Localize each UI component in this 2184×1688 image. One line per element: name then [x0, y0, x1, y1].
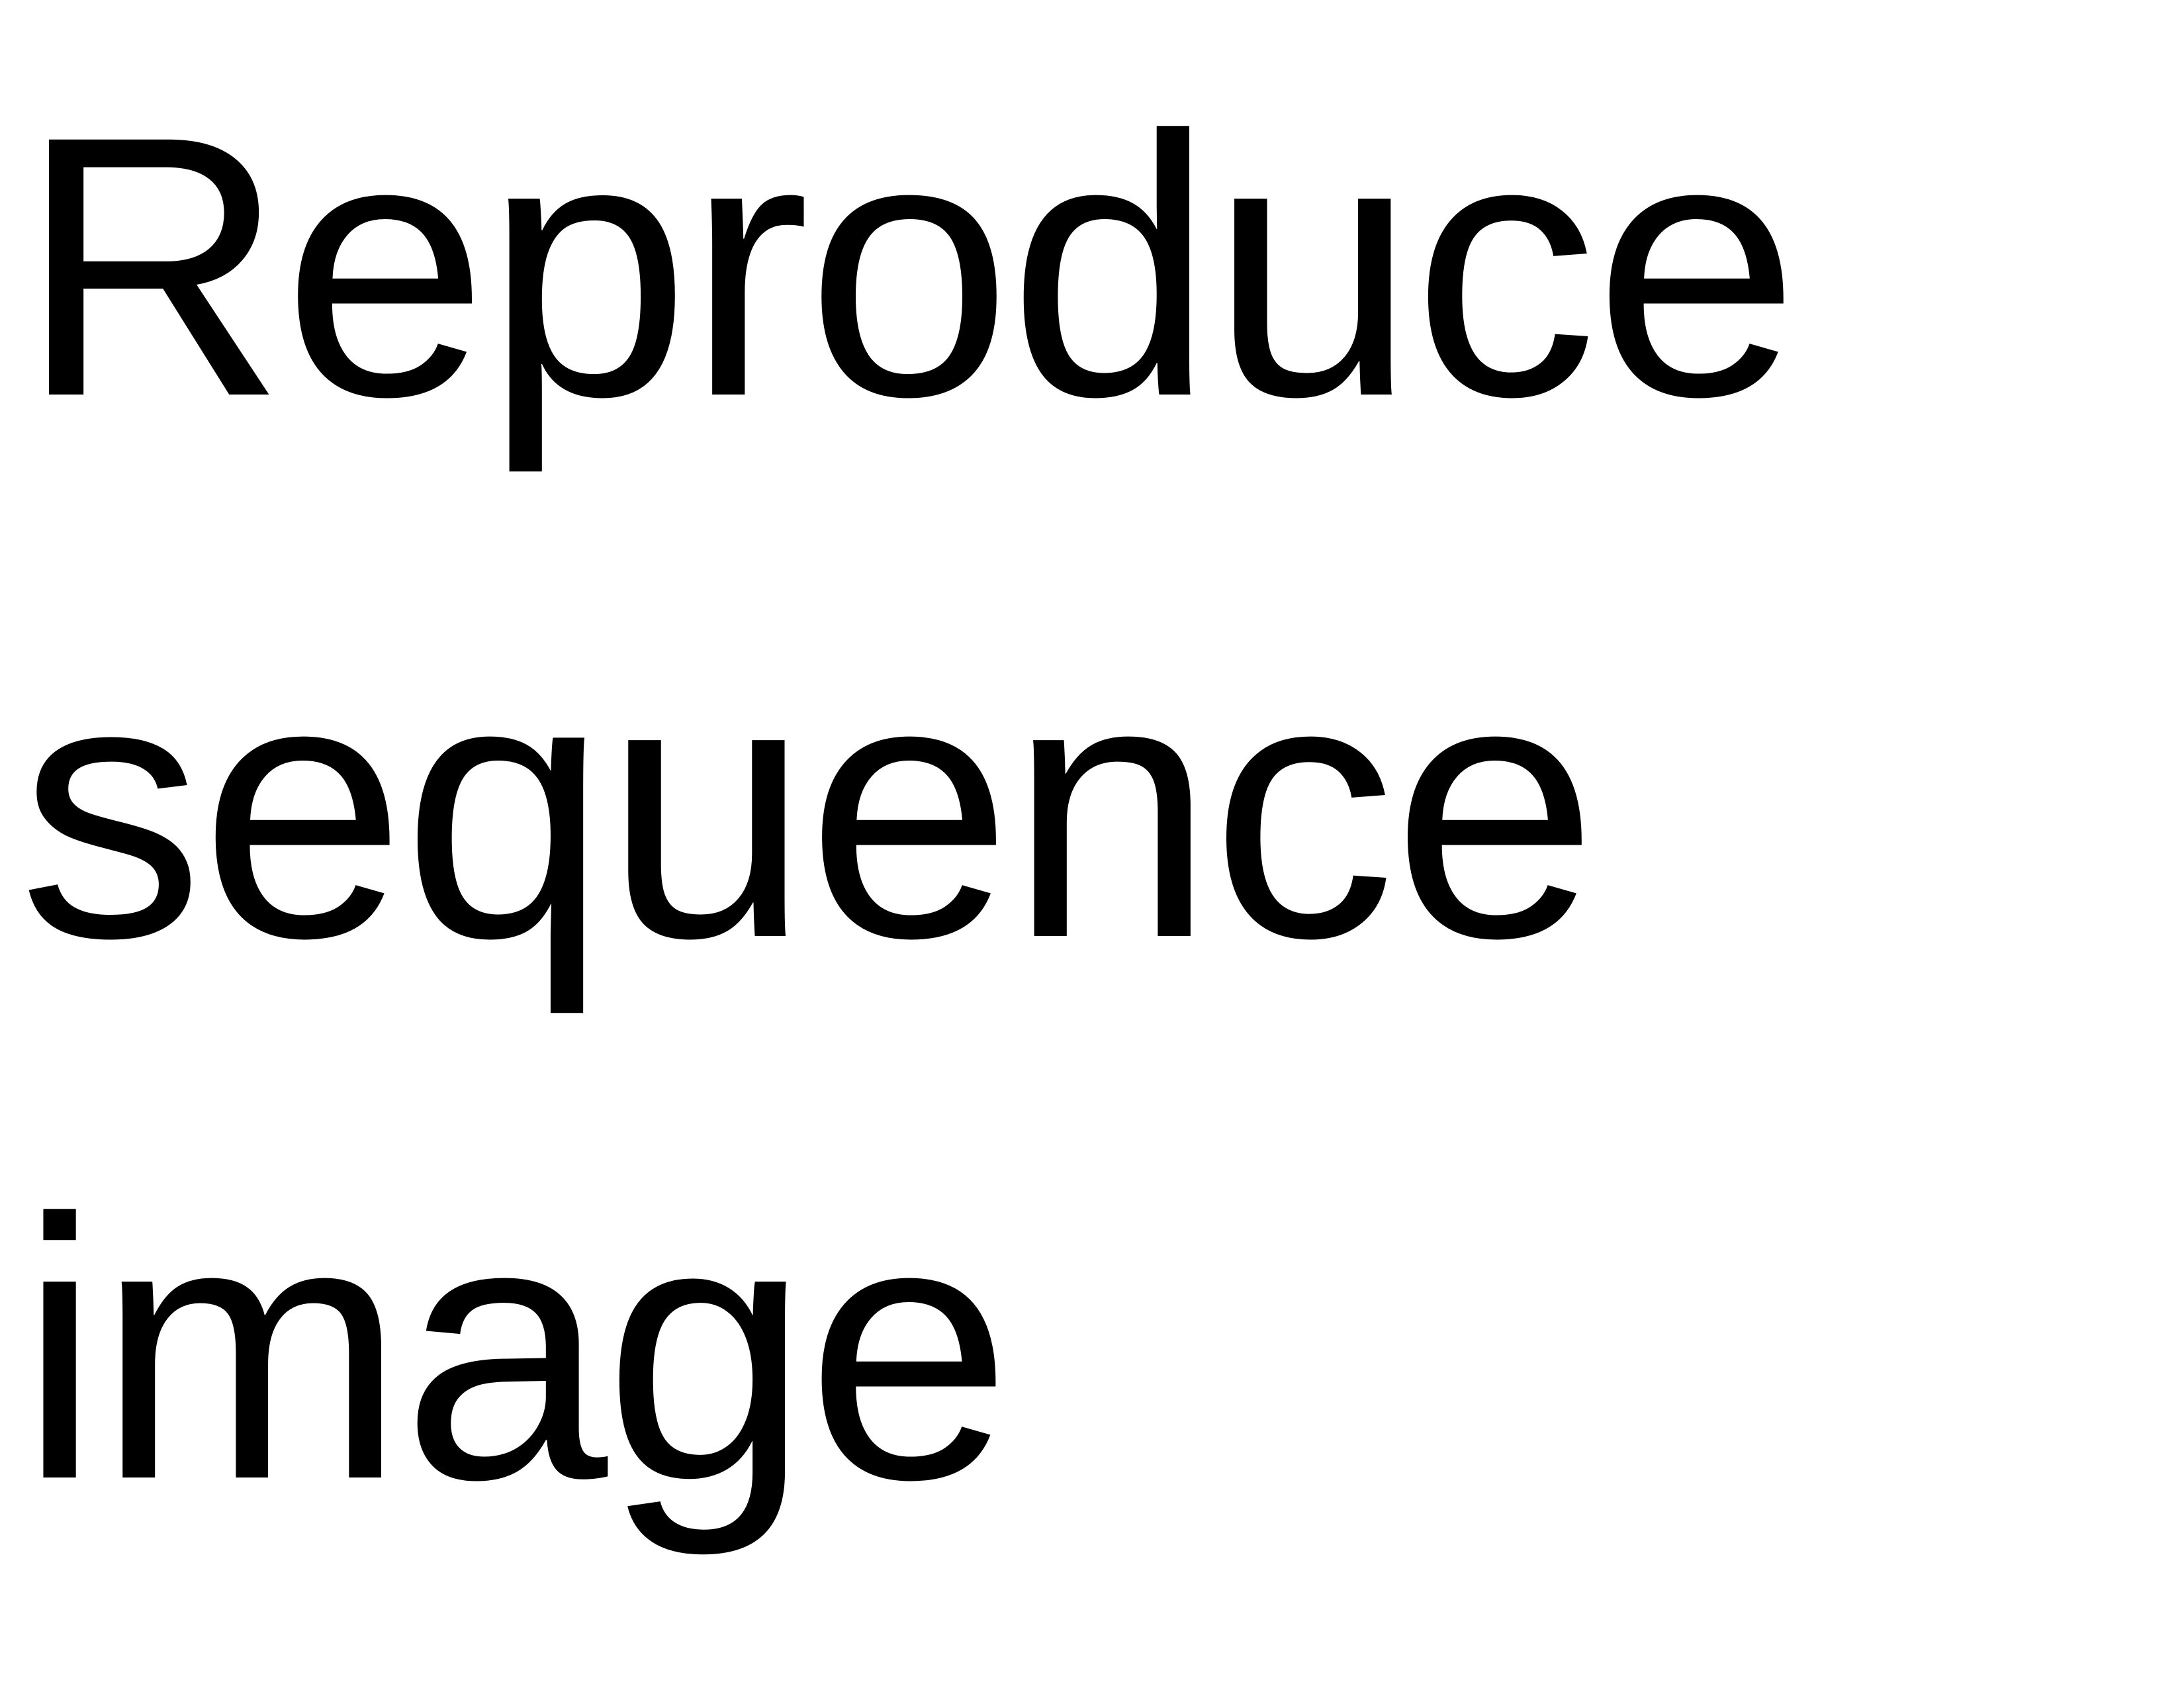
text-line-reproduce: Reproduce — [19, 59, 1800, 473]
text-line-sequence: sequence — [19, 600, 1598, 1015]
text-line-image: image — [19, 1142, 1012, 1556]
